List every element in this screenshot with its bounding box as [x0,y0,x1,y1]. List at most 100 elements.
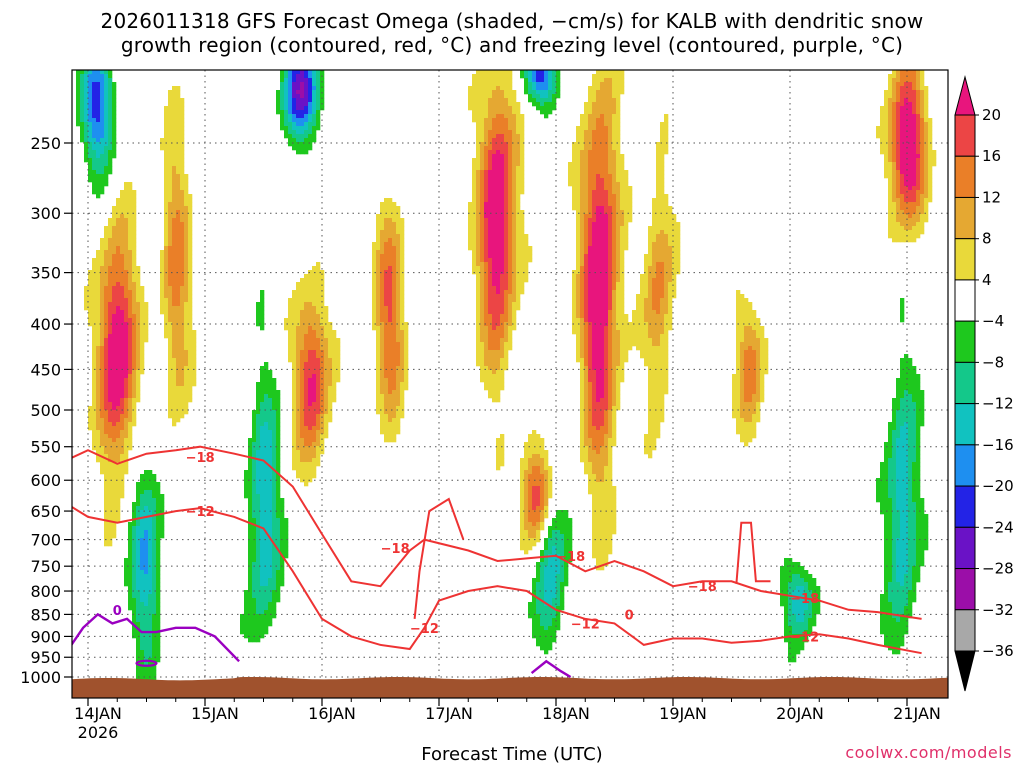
omega-cell [928,138,933,143]
omega-cell [576,306,581,311]
omega-cell [616,106,621,111]
omega-cell [180,154,185,159]
omega-cell [916,222,921,227]
omega-cell [92,334,97,339]
omega-cell [616,186,621,191]
omega-cell [96,338,101,343]
omega-cell [284,98,289,103]
omega-cell [176,222,181,227]
omega-cell [328,354,333,359]
omega-cell [504,286,509,291]
omega-cell [908,238,913,243]
omega-cell [908,178,913,183]
omega-cell [640,350,645,355]
omega-cell [484,206,489,211]
omega-cell [748,314,753,319]
omega-cell [128,234,133,239]
omega-cell [492,258,497,263]
omega-cell [524,234,529,239]
omega-cell [652,290,657,295]
omega-cell [512,326,517,331]
omega-cell [508,274,513,279]
omega-cell [400,282,405,287]
omega-cell [188,334,193,339]
omega-cell [164,194,169,199]
omega-cell [752,330,757,335]
omega-cell [616,134,621,139]
omega-cell [496,170,501,175]
omega-cell [496,154,501,159]
omega-cell [84,94,89,99]
omega-cell [676,254,681,259]
omega-cell [484,202,489,207]
omega-cell [656,362,661,367]
omega-cell [480,330,485,335]
omega-cell [124,214,129,219]
omega-cell [760,342,765,347]
omega-cell [516,142,521,147]
omega-cell [900,98,905,103]
omega-cell [292,302,297,307]
omega-cell [176,202,181,207]
omega-cell [296,298,301,303]
omega-cell [644,306,649,311]
omega-cell [488,190,493,195]
omega-cell [608,322,613,327]
omega-cell [592,234,597,239]
omega-cell [324,330,329,335]
omega-cell [132,306,137,311]
omega-cell [740,342,745,347]
omega-cell [476,230,481,235]
omega-cell [308,362,313,367]
omega-cell [164,170,169,175]
omega-cell [176,282,181,287]
omega-cell [112,314,117,319]
omega-cell [84,122,89,127]
omega-cell [612,258,617,263]
omega-cell [624,194,629,199]
omega-cell [120,202,125,207]
omega-cell [120,198,125,203]
omega-cell [652,350,657,355]
omega-cell [572,162,577,167]
omega-cell [376,278,381,283]
omega-cell [516,162,521,167]
omega-cell [736,338,741,343]
omega-cell [400,306,405,311]
omega-cell [492,226,497,231]
omega-cell [168,278,173,283]
omega-cell [488,118,493,123]
omega-cell [508,86,513,91]
omega-cell [660,174,665,179]
omega-cell [476,126,481,131]
omega-cell [488,294,493,299]
omega-cell [120,262,125,267]
omega-cell [492,354,497,359]
omega-cell [176,310,181,315]
omega-cell [188,314,193,319]
omega-cell [604,290,609,295]
omega-cell [388,302,393,307]
omega-cell [192,342,197,347]
omega-cell [604,178,609,183]
omega-cell [928,186,933,191]
omega-cell [112,142,117,147]
omega-cell [888,130,893,135]
omega-cell [592,350,597,355]
omega-cell [924,214,929,219]
omega-cell [104,70,109,75]
omega-cell [372,254,377,259]
omega-cell [888,202,893,207]
omega-cell [164,214,169,219]
omega-cell [168,270,173,275]
omega-cell [624,226,629,231]
omega-cell [496,142,501,147]
omega-cell [588,310,593,315]
omega-cell [120,258,125,263]
omega-cell [384,282,389,287]
omega-cell [260,290,265,295]
omega-cell [912,74,917,79]
omega-cell [104,262,109,267]
omega-cell [160,262,165,267]
omega-cell [584,306,589,311]
